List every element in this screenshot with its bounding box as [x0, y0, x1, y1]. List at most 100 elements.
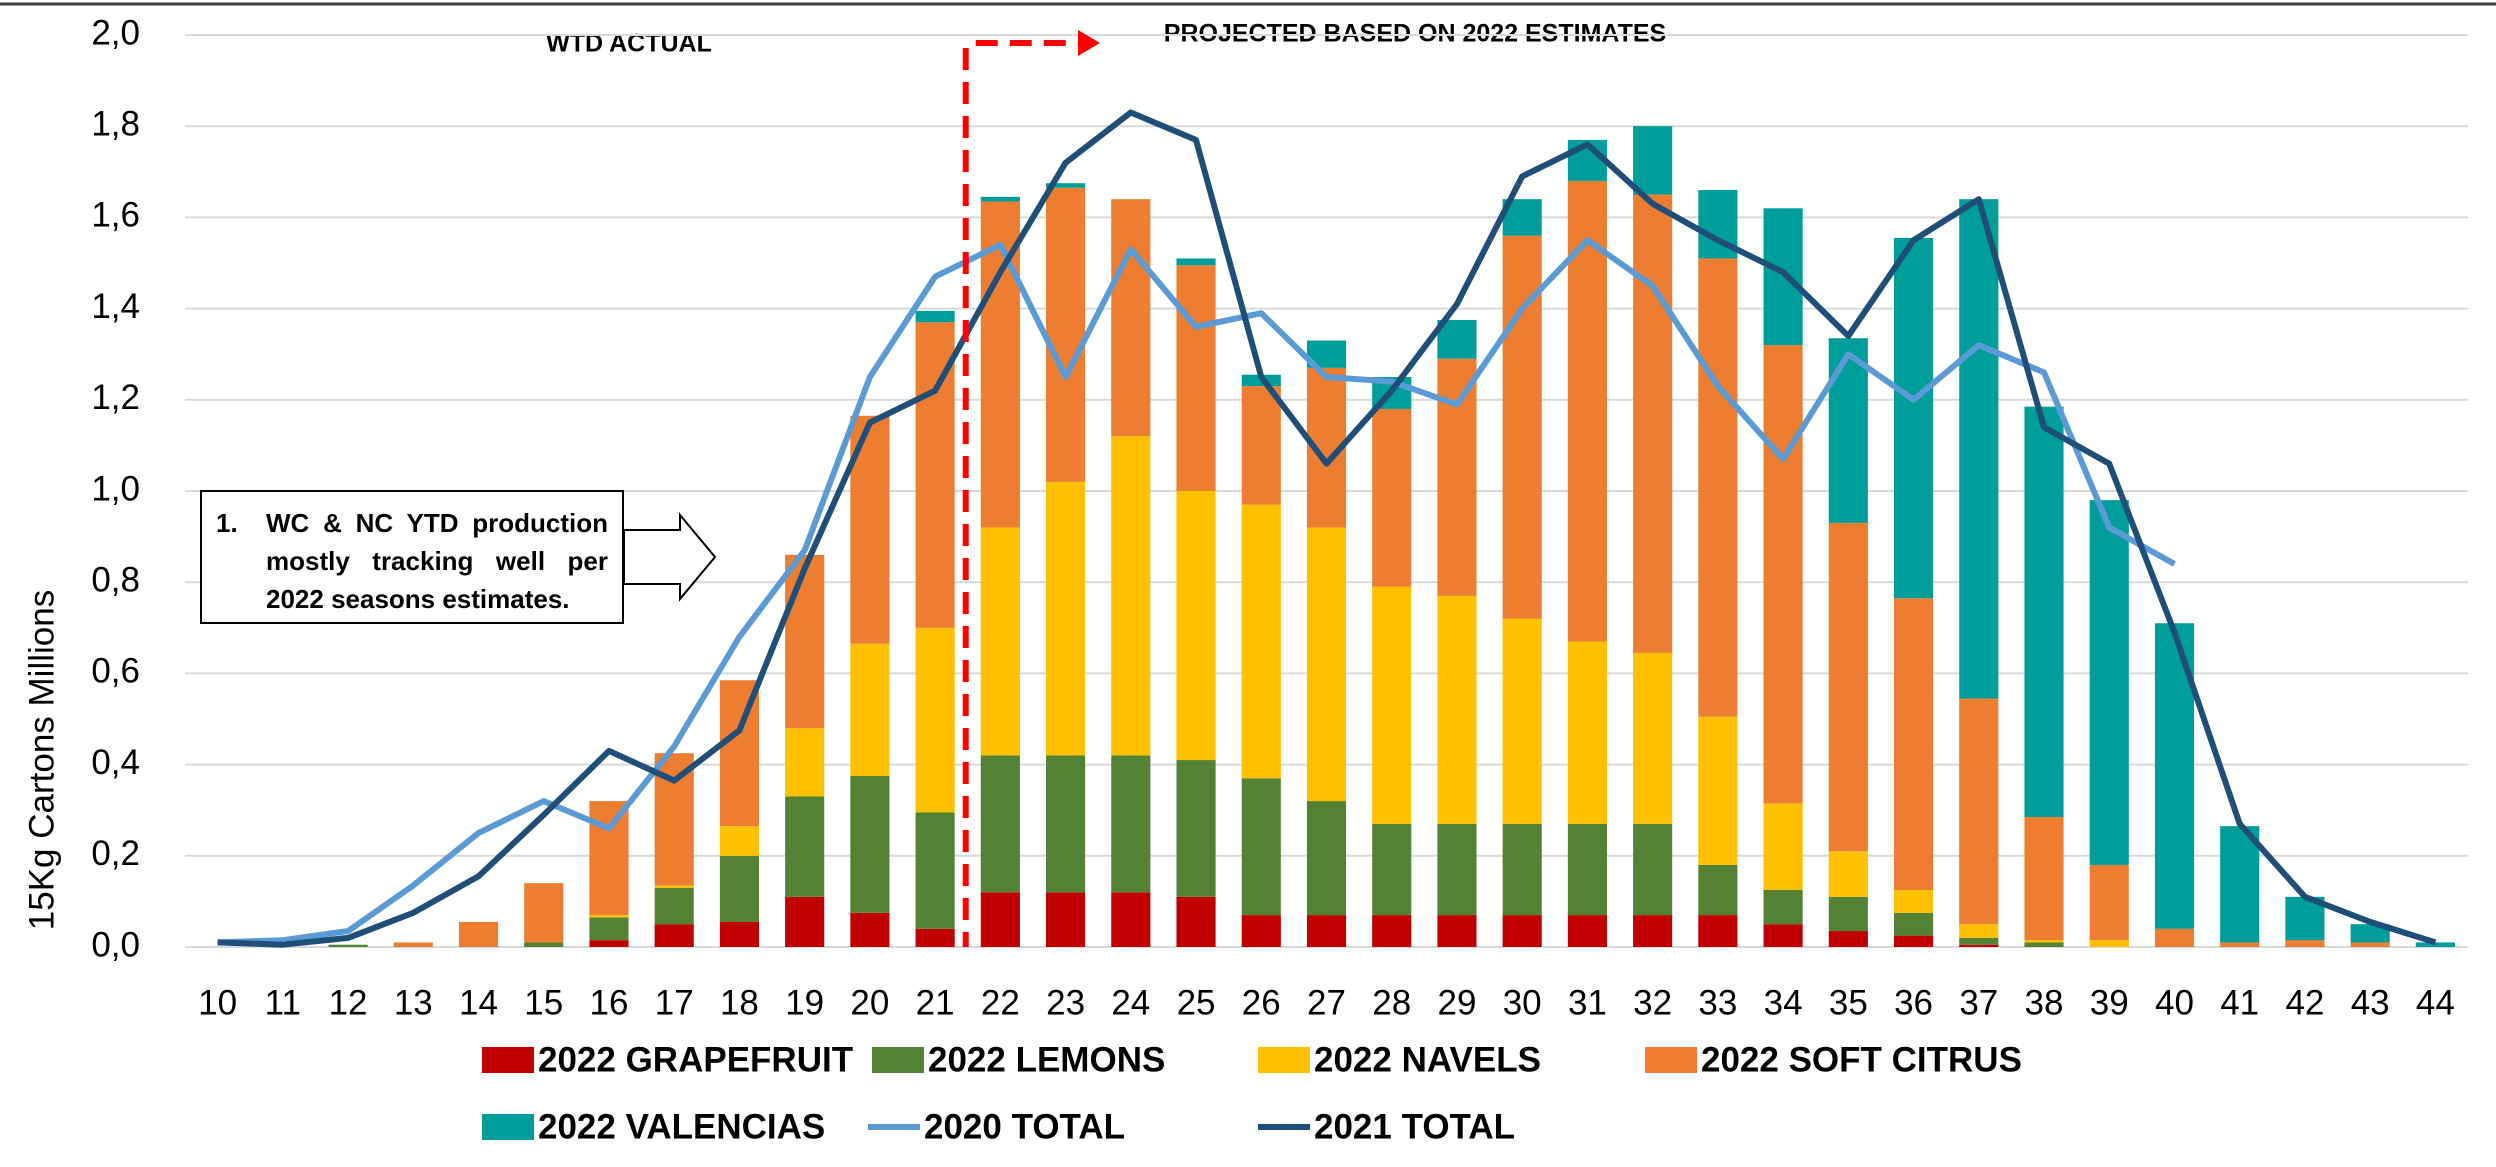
bar-segment — [1176, 258, 1216, 266]
bar-segment — [2024, 817, 2064, 941]
legend-label: 2020 TOTAL — [924, 1107, 1125, 1146]
x-tick-label: 38 — [2025, 983, 2064, 1022]
bar-segment — [1502, 618, 1542, 824]
bar-segment — [915, 627, 955, 813]
bar-segment — [2089, 864, 2129, 941]
bar-segment — [1633, 126, 1673, 195]
bar-segment — [589, 801, 629, 916]
bar-segment — [785, 728, 825, 797]
x-tick-label: 29 — [1437, 983, 1476, 1022]
bar-segment — [1567, 823, 1607, 916]
x-tick-label: 20 — [850, 983, 889, 1022]
x-tick-label: 18 — [720, 983, 759, 1022]
bar-segment — [2220, 942, 2260, 947]
bar-segment — [1502, 915, 1542, 947]
bar-segment — [1306, 915, 1347, 947]
bar-segment — [1176, 491, 1216, 761]
legend-label: 2022 GRAPEFRUIT — [538, 1040, 853, 1079]
bar-segment — [1437, 320, 1477, 359]
bar-segment — [850, 776, 890, 913]
bar-segment — [915, 310, 955, 323]
bar-segment — [785, 896, 825, 947]
bar-segment — [2024, 940, 2064, 943]
bar-segment — [1893, 935, 1934, 947]
bar-segment — [1111, 755, 1151, 893]
bar-segment — [589, 917, 629, 941]
x-tick-label: 13 — [394, 983, 433, 1022]
x-tick-label: 26 — [1242, 983, 1281, 1022]
x-tick-label: 34 — [1764, 983, 1803, 1022]
bar-segment — [1698, 716, 1738, 865]
x-tick-label: 44 — [2416, 983, 2455, 1022]
bar-segment — [980, 892, 1020, 947]
x-tick-label: 24 — [1111, 983, 1150, 1022]
bar-segment — [524, 883, 564, 943]
callout: 1. WC & NC YTD production mostly trackin… — [200, 490, 624, 624]
x-tick-label: 28 — [1372, 983, 1411, 1022]
bar-segment — [1893, 237, 1934, 599]
x-tick-label: 17 — [655, 983, 694, 1022]
annotation: PROJECTED BASED ON 2022 ESTIMATES — [1164, 20, 1666, 48]
legend-label: 2022 SOFT CITRUS — [1701, 1040, 2022, 1079]
bar-segment — [1111, 892, 1151, 947]
bar-segment — [1111, 436, 1151, 756]
x-tick-label: 27 — [1307, 983, 1346, 1022]
bar-segment — [1698, 864, 1738, 916]
y-tick-label: 1,8 — [91, 104, 140, 143]
bar-segment — [1176, 896, 1216, 947]
bar-segment — [589, 940, 629, 947]
bar-segment — [1176, 265, 1216, 491]
x-tick-label: 43 — [2351, 983, 2390, 1022]
x-tick-label: 37 — [1959, 983, 1998, 1022]
y-tick-label: 0,4 — [91, 743, 140, 782]
bar-segment — [1306, 801, 1347, 916]
legend-label: 2022 NAVELS — [1314, 1040, 1541, 1079]
bar-segment — [1437, 358, 1477, 596]
y-tick-label: 1,0 — [91, 469, 140, 508]
bar-segment — [1241, 778, 1281, 916]
x-tick-label: 36 — [1894, 983, 1933, 1022]
bar-segment — [328, 944, 368, 947]
y-tick-label: 0,8 — [91, 560, 140, 599]
bar-segment — [1763, 345, 1803, 804]
bar-segment — [1046, 183, 1086, 188]
x-tick-label: 31 — [1568, 983, 1607, 1022]
bar-segment — [1763, 924, 1803, 947]
y-tick-label: 1,4 — [91, 287, 140, 326]
x-tick-label: 33 — [1698, 983, 1737, 1022]
legend-swatch — [482, 1114, 534, 1140]
bar-segment — [1633, 823, 1673, 916]
y-tick-label: 1,2 — [91, 378, 140, 417]
bar-segment — [2350, 924, 2390, 943]
bar-segment — [1046, 892, 1086, 947]
x-tick-label: 41 — [2220, 983, 2259, 1022]
bar-segment — [915, 812, 955, 929]
bar-segment — [1763, 208, 1803, 346]
bar-segment — [1763, 890, 1803, 925]
bar-segment — [1828, 338, 1868, 523]
x-tick-label: 32 — [1633, 983, 1672, 1022]
divider — [962, 30, 1100, 947]
bar-segment — [2220, 826, 2260, 943]
callout-number: 1. — [216, 508, 238, 538]
bar-segment — [1828, 522, 1868, 852]
bar-segment — [980, 755, 1020, 893]
line-series — [217, 109, 2437, 948]
legend-swatch — [1645, 1047, 1697, 1073]
bar-segment — [1959, 199, 1999, 699]
bar-segment — [1437, 823, 1477, 916]
bar-segment — [1828, 851, 1868, 897]
bar-segment — [1959, 944, 1999, 947]
callout-arrow — [623, 512, 717, 602]
x-tick-label: 19 — [785, 983, 824, 1022]
bar-segment — [1306, 527, 1347, 802]
bar-segment — [589, 915, 629, 918]
bar-segment — [719, 855, 760, 922]
bar-segment — [1176, 760, 1216, 897]
bar-segment — [2089, 500, 2129, 865]
bar-segment — [1633, 652, 1673, 824]
bar-segment — [1698, 915, 1738, 947]
bar-segment — [1241, 915, 1281, 947]
bar-segment — [915, 928, 955, 947]
